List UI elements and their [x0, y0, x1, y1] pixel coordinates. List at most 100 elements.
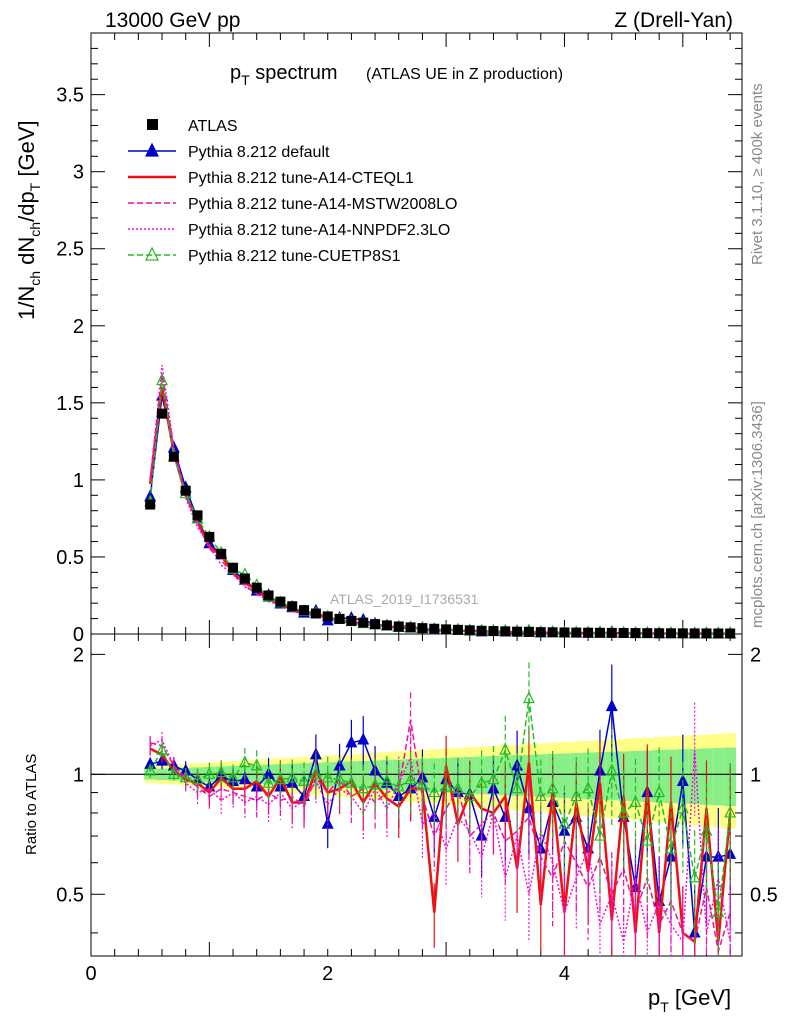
y-tick-label: 1.5: [56, 393, 84, 415]
ratio-point: [534, 789, 547, 802]
legend-marker: [145, 246, 159, 261]
y-tick-label: 2.5: [56, 239, 84, 261]
atlas-data-point: [488, 626, 499, 637]
atlas-data-point: [677, 628, 688, 639]
ratio-y-axis-label: Ratio to ATLAS: [23, 754, 40, 855]
atlas-data-point: [606, 627, 617, 638]
y-tick-label: 0.5: [56, 547, 84, 569]
y-tick-label: 3.5: [56, 85, 84, 107]
atlas-data-point: [630, 628, 641, 639]
ratio-point: [700, 823, 713, 836]
legend-label: ATLAS: [188, 118, 238, 135]
ratio-point: [451, 781, 464, 794]
ratio-band-inner: [629, 750, 642, 802]
atlas-data-point: [405, 622, 416, 633]
energy-label: 13000 GeV pp: [105, 9, 240, 32]
atlas-data-point: [417, 623, 428, 634]
ratio-point: [688, 870, 701, 883]
ratio-line: [150, 719, 731, 952]
ratio-band-inner: [558, 753, 571, 799]
atlas-data-point: [263, 590, 274, 601]
ratio-point: [286, 770, 299, 783]
atlas-data-point: [476, 625, 487, 636]
ratio-y-tick-label: 1: [73, 764, 84, 786]
x-tick-label: 0: [85, 963, 96, 985]
ratio-y-tick-label: 0.5: [56, 884, 84, 906]
x-axis-label: pT [GeV]: [648, 985, 731, 1015]
ratio-point: [499, 742, 512, 755]
ratio-point: [570, 789, 583, 802]
process-label: Z (Drell-Yan): [614, 9, 733, 32]
atlas-data-point: [429, 623, 440, 634]
atlas-data-point: [251, 582, 262, 593]
ratio-point: [475, 775, 488, 788]
chart-subtitle: (ATLAS UE in Z production): [366, 66, 563, 83]
atlas-data-point: [322, 611, 333, 622]
ratio-point: [309, 766, 322, 779]
ratio-band-inner: [712, 747, 725, 806]
series-point: [156, 373, 168, 386]
ratio-point: [712, 905, 725, 918]
ratio-point: [250, 758, 263, 771]
ratio-point: [593, 828, 606, 841]
atlas-data-point: [654, 628, 665, 639]
legend-label: Pythia 8.212 tune-A14-CTEQL1: [188, 170, 414, 187]
ratio-point: [179, 770, 192, 783]
atlas-data-point: [346, 615, 357, 626]
atlas-data-point: [441, 624, 452, 635]
ratio-point: [191, 772, 204, 785]
legend: ATLAS Pythia 8.212 default Pythia 8.212 tu…: [128, 118, 457, 265]
atlas-data-point: [228, 562, 239, 573]
ratio-y-tick-label-right: 2: [750, 644, 761, 666]
ratio-plot-frame: [90, 633, 743, 957]
atlas-data-point: [618, 627, 629, 638]
ratio-point: [345, 775, 358, 788]
ratio-line: [149, 738, 731, 944]
x-tick-label: 2: [322, 963, 333, 985]
ratio-point: [144, 763, 157, 776]
atlas-data-point: [547, 627, 558, 638]
atlas-data-point: [523, 626, 534, 637]
atlas-data-point: [370, 619, 381, 630]
ratio-point: [333, 772, 346, 785]
atlas-data-point: [583, 627, 594, 638]
ratio-point: [653, 785, 666, 798]
atlas-data-point: [334, 613, 345, 624]
atlas-data-point: [642, 628, 653, 639]
legend-label: Pythia 8.212 tune-CUETP8S1: [188, 248, 401, 265]
atlas-data-point: [145, 499, 156, 510]
y-tick-label: 1: [73, 470, 84, 492]
atlas-data-point: [701, 628, 712, 639]
ratio-y-tick-label-right: 0.5: [750, 884, 778, 906]
atlas-data-point: [393, 621, 404, 632]
ratio-series-group: [144, 662, 737, 956]
atlas-data-point: [157, 408, 168, 419]
ratio-line: [149, 698, 731, 913]
ratio-point: [392, 779, 405, 792]
ratio-point: [298, 774, 311, 786]
legend-label: Pythia 8.212 tune-A14-MSTW2008LO: [188, 196, 457, 213]
ratio-point: [582, 781, 595, 794]
atlas-data-point: [310, 608, 321, 619]
y-tick-label: 0: [73, 624, 84, 646]
atlas-data-point: [192, 510, 203, 521]
legend-label: Pythia 8.212 tune-A14-NNPDF2.3LO: [188, 222, 450, 239]
ratio-point: [641, 833, 654, 846]
ratio-point: [238, 755, 251, 768]
legend-marker-atlas: [147, 119, 158, 130]
ratio-point: [558, 816, 571, 829]
atlas-data-point: [713, 628, 724, 639]
ratio-point: [546, 781, 559, 794]
atlas-data-point: [464, 625, 475, 636]
atlas-data-point: [299, 605, 310, 616]
ratio-point: [215, 765, 228, 778]
legend-label: Pythia 8.212 default: [188, 144, 330, 161]
rivet-label: Rivet 3.1.10, ≥ 400k events: [749, 83, 766, 265]
ratio-point: [724, 805, 737, 818]
ratio-point: [345, 735, 358, 748]
atlas-data-point: [559, 627, 570, 638]
atlas-data-point: [216, 548, 227, 559]
atlas-data-point: [725, 628, 736, 639]
ratio-point: [167, 766, 180, 779]
